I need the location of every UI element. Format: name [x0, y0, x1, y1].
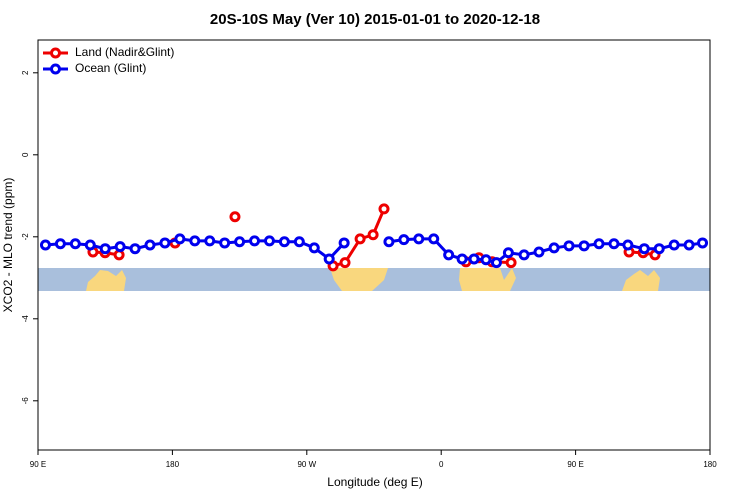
data-point [263, 235, 275, 247]
data-point [189, 235, 201, 247]
data-point [505, 257, 517, 269]
data-point [668, 239, 680, 251]
data-point [39, 239, 51, 251]
data-point [219, 237, 231, 249]
data-point [84, 239, 96, 251]
data-point [229, 211, 241, 223]
data-point [144, 239, 156, 251]
data-point [278, 236, 290, 248]
legend-marker [50, 47, 61, 59]
data-point [129, 243, 141, 255]
data-point [413, 233, 425, 245]
data-point [518, 249, 530, 261]
x-tick-label: 180 [166, 460, 180, 469]
y-tick-label: -6 [21, 397, 30, 405]
data-point [378, 203, 390, 215]
data-point [383, 236, 395, 248]
data-point [234, 236, 246, 248]
land-shapes [86, 268, 660, 291]
data-point [338, 237, 350, 249]
legend-label: Land (Nadir&Glint) [75, 45, 174, 59]
data-point [468, 253, 480, 265]
data-point [548, 242, 560, 254]
data-point [638, 243, 650, 255]
x-tick-label: 180 [703, 460, 717, 469]
data-point [533, 246, 545, 258]
data-point [159, 237, 171, 249]
data-point [502, 247, 514, 259]
data-point [593, 238, 605, 250]
y-tick-label: -4 [21, 315, 30, 323]
y-axis-label: XCO2 - MLO trend (ppm) [1, 178, 15, 313]
data-point [323, 253, 335, 265]
data-point [428, 233, 440, 245]
data-point [308, 242, 320, 254]
data-point [456, 253, 468, 265]
data-point [653, 243, 665, 255]
data-point [683, 239, 695, 251]
data-point [608, 238, 620, 250]
legend-marker [50, 63, 61, 75]
data-point [697, 237, 709, 249]
x-tick-label: 90 W [297, 460, 316, 469]
y-tick-label: 0 [21, 152, 30, 157]
plot-frame [37, 39, 711, 451]
data-point [99, 243, 111, 255]
x-tick-label: 90 E [30, 460, 46, 469]
data-point [293, 236, 305, 248]
data-point [54, 238, 66, 250]
data-point [367, 229, 379, 241]
chart-title: 20S-10S May (Ver 10) 2015-01-01 to 2020-… [210, 11, 540, 28]
data-point [578, 240, 590, 252]
data-point [114, 241, 126, 253]
data-point [249, 235, 261, 247]
x-tick-label: 0 [439, 460, 444, 469]
data-point [113, 249, 125, 261]
data-point [354, 233, 366, 245]
x-axis-label: Longitude (deg E) [327, 475, 422, 489]
data-point [480, 254, 492, 266]
data-point [563, 240, 575, 252]
y-tick-label: -2 [21, 233, 30, 241]
data-point [622, 239, 634, 251]
data-point [174, 233, 186, 245]
data-point [398, 234, 410, 246]
x-tick-label: 90 E [567, 460, 583, 469]
data-point [69, 238, 81, 250]
data-point [204, 235, 216, 247]
data-point [443, 249, 455, 261]
legend-label: Ocean (Glint) [75, 61, 146, 75]
y-tick-label: 2 [21, 70, 30, 75]
data-point [339, 257, 351, 269]
data-point [490, 257, 502, 269]
